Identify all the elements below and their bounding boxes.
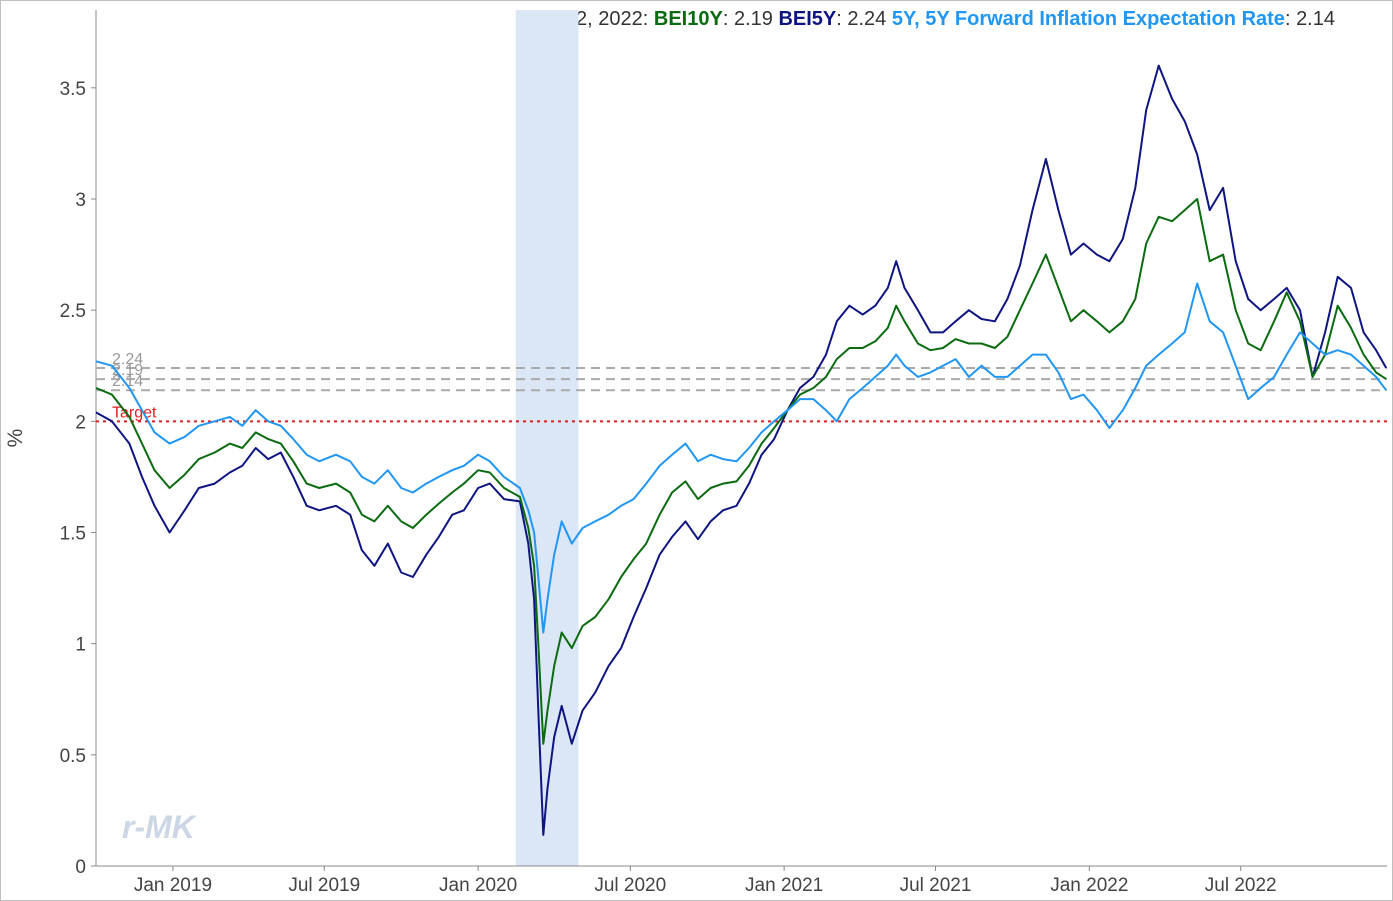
target-label: Target	[112, 404, 157, 421]
tooltip-series-name-bei5y: BEI5Y	[778, 8, 837, 30]
tooltip-series-name-5y5y: 5Y, 5Y Forward Inflation Expectation Rat…	[891, 8, 1285, 30]
y-tick-label: 1	[75, 635, 86, 656]
recession-shade	[515, 10, 579, 866]
shaded-period-layer	[515, 10, 579, 866]
x-tick-label: Jan 2020	[439, 875, 517, 896]
watermark-logo: r-MK	[122, 809, 198, 845]
reference-line-label: 2.24	[112, 351, 143, 368]
y-tick-label: 3.5	[60, 79, 86, 100]
tooltip-value-bei5y: 2.24	[847, 8, 887, 30]
reference-line-label: 2.14	[112, 373, 143, 390]
x-tick-label: Jan 2019	[134, 875, 212, 896]
series-line[interactable]	[95, 282, 1387, 634]
x-tick-label: Jul 2020	[594, 875, 666, 896]
y-axis-title: %	[4, 429, 27, 448]
x-tick-label: Jan 2021	[745, 875, 823, 896]
series-line[interactable]	[95, 198, 1387, 745]
y-tick-label: 0.5	[60, 746, 86, 767]
series-layer[interactable]	[95, 64, 1388, 836]
y-tick-label: 3	[75, 190, 86, 211]
y-tick-label: 0	[75, 857, 86, 878]
x-tick-label: Jul 2019	[288, 875, 360, 896]
hover-tooltip-header: Dec, 22, 2022: BEI10Y: 2.19 BEI5Y: 2.24 …	[518, 8, 1335, 30]
y-tick-label: 1.5	[60, 523, 86, 544]
y-tick-label: 2.5	[60, 301, 86, 322]
tooltip-value-bei10y: 2.19	[733, 8, 773, 30]
x-tick-label: Jul 2022	[1205, 875, 1277, 896]
series-line[interactable]	[95, 64, 1388, 836]
tooltip-value-5y5y: 2.14	[1296, 8, 1335, 30]
watermark-layer: r-MK	[122, 809, 198, 845]
y-tick-label: 2	[75, 412, 86, 433]
x-tick-label: Jul 2021	[900, 875, 972, 896]
x-tick-label: Jan 2022	[1050, 875, 1128, 896]
axes-layer: 0 0.5 1 1.5 2 2.5 3 3.5 Jan 2019 Jul 2019 Jan 2020…	[4, 10, 1387, 896]
tooltip-series-name-bei10y: BEI10Y	[653, 8, 723, 30]
